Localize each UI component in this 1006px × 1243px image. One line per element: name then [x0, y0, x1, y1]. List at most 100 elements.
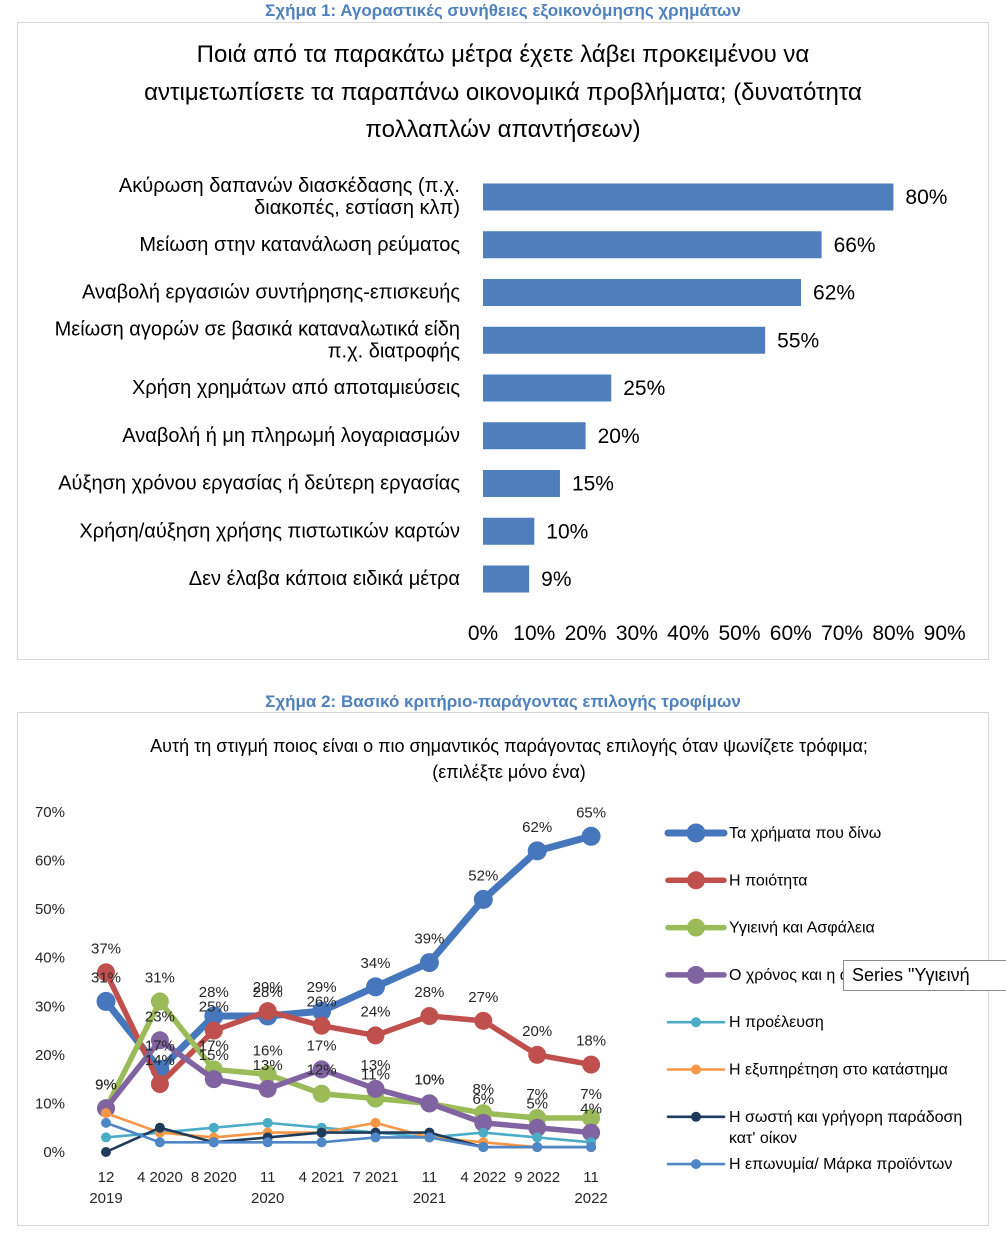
data-point[interactable] — [150, 1031, 169, 1050]
data-point[interactable] — [204, 1006, 224, 1026]
data-label: 55% — [777, 329, 819, 352]
data-point[interactable] — [258, 1065, 277, 1084]
data-point[interactable] — [478, 1142, 489, 1153]
data-point[interactable] — [208, 1122, 219, 1133]
data-point[interactable] — [424, 1132, 435, 1143]
data-point[interactable] — [370, 1117, 381, 1128]
figure-2-chart-frame[interactable] — [17, 712, 989, 1226]
data-point[interactable] — [262, 1117, 273, 1128]
data-point[interactable] — [528, 1045, 547, 1064]
category-label: Μείωση αγορών σε βασικά καταναλωτικά είδ… — [55, 318, 461, 362]
x-tick-label: 40% — [667, 622, 709, 645]
data-point[interactable] — [420, 1007, 439, 1026]
data-label: 13% — [360, 1056, 390, 1073]
data-point[interactable] — [258, 1079, 277, 1098]
data-point[interactable] — [366, 1026, 385, 1045]
data-label: 17% — [145, 1037, 175, 1054]
data-point[interactable] — [154, 1137, 165, 1148]
legend-item[interactable]: Η εξυπηρέτηση στο κατάστημα — [666, 1061, 948, 1078]
data-point[interactable] — [312, 1001, 332, 1021]
data-point[interactable] — [96, 991, 116, 1011]
data-point[interactable] — [478, 1127, 489, 1138]
data-point[interactable] — [473, 889, 493, 909]
data-point[interactable] — [532, 1132, 543, 1143]
data-point[interactable] — [419, 953, 439, 973]
data-point[interactable] — [150, 1075, 169, 1094]
legend: Τα χρήματα που δίνω Η ποιότητα Υγιεινή και… — [664, 823, 962, 1173]
data-label: 52% — [468, 867, 498, 884]
bar[interactable] — [483, 231, 822, 259]
figure-2-chart-title-line-2: (επιλέξτε μόνο ένα) — [432, 762, 586, 782]
x-tick-label: 80% — [872, 622, 914, 645]
legend-item[interactable]: Η σωστή και γρήγορη παράδοση κατ' οίκον — [666, 1108, 962, 1146]
bar[interactable] — [483, 422, 586, 450]
data-point[interactable] — [527, 841, 547, 861]
data-point[interactable] — [420, 1094, 439, 1113]
category-label: Αύξηση χρόνου εργασίας ή δεύτερη εργασία… — [58, 473, 460, 495]
data-point[interactable] — [101, 1147, 111, 1157]
legend-swatch-marker — [691, 1111, 701, 1122]
data-point[interactable] — [581, 826, 601, 846]
data-point[interactable] — [366, 977, 385, 997]
data-label: 20% — [522, 1022, 552, 1039]
category-label: Χρήση/αύξηση χρήσης πιστωτικών καρτών — [79, 520, 460, 542]
data-point[interactable] — [582, 1123, 601, 1142]
legend-item[interactable]: Η προέλευση — [666, 1014, 824, 1031]
data-point[interactable] — [101, 1132, 111, 1143]
x-tick-label: 4 2020 — [137, 1169, 183, 1186]
bar[interactable] — [483, 565, 530, 593]
series-line[interactable] — [103, 1037, 594, 1136]
legend-item[interactable]: Ο χρόνος και η ά — [665, 965, 849, 984]
data-point[interactable] — [150, 992, 169, 1011]
x-tick-label: 30% — [616, 622, 658, 645]
data-point[interactable] — [154, 1122, 165, 1133]
data-label: 62% — [522, 818, 552, 835]
data-point[interactable] — [258, 1002, 277, 1021]
data-point[interactable] — [316, 1137, 327, 1148]
bar[interactable] — [483, 183, 894, 211]
bar[interactable] — [483, 470, 560, 497]
bar[interactable] — [483, 326, 766, 354]
data-label: 16% — [253, 1042, 283, 1059]
data-point[interactable] — [101, 1117, 111, 1128]
series-line[interactable] — [104, 1121, 593, 1144]
data-label: 10% — [414, 1071, 444, 1088]
data-point[interactable] — [312, 1084, 331, 1103]
data-point[interactable] — [316, 1127, 327, 1138]
data-point[interactable] — [532, 1142, 543, 1153]
legend-item[interactable]: Υγιεινή και Ασφάλεια — [665, 918, 875, 937]
series-line[interactable] — [104, 1121, 593, 1149]
legend-item[interactable]: Η επωνυμία/ Μάρκα προϊόντων — [666, 1156, 952, 1173]
bar-chart: Ακύρωση δαπανών διασκέδασης (π.χ. διακοπέ… — [55, 175, 966, 645]
data-point[interactable] — [366, 1079, 385, 1098]
data-point[interactable] — [582, 1055, 601, 1074]
data-point[interactable] — [204, 1070, 223, 1089]
legend-label: Υγιεινή και Ασφάλεια — [729, 919, 875, 936]
data-label: 8% — [472, 1081, 494, 1098]
series-line[interactable] — [103, 998, 594, 1121]
data-point[interactable] — [474, 1113, 493, 1132]
bar[interactable] — [483, 279, 802, 306]
data-point[interactable] — [312, 1060, 331, 1079]
data-point[interactable] — [204, 1021, 223, 1040]
bar[interactable] — [483, 374, 612, 402]
data-point[interactable] — [528, 1118, 547, 1137]
data-point[interactable] — [312, 1016, 331, 1035]
legend-item[interactable]: Τα χρήματα που δίνω — [664, 823, 881, 843]
data-label: 10% — [414, 1071, 444, 1088]
data-point[interactable] — [582, 1109, 601, 1128]
data-point[interactable] — [101, 1108, 111, 1119]
bar[interactable] — [483, 517, 535, 545]
y-tick-label: 60% — [35, 852, 65, 869]
legend-item[interactable]: Η ποιότητα — [665, 871, 808, 890]
data-point[interactable] — [586, 1142, 597, 1153]
data-point[interactable] — [262, 1137, 273, 1148]
series-line[interactable] — [102, 832, 595, 1073]
data-point[interactable] — [97, 963, 115, 982]
data-point[interactable] — [474, 1011, 493, 1030]
x-tick-label: 60% — [770, 622, 812, 645]
x-tick-label: 11 2022 — [574, 1169, 607, 1207]
data-point[interactable] — [370, 1132, 381, 1143]
data-point[interactable] — [208, 1137, 219, 1148]
